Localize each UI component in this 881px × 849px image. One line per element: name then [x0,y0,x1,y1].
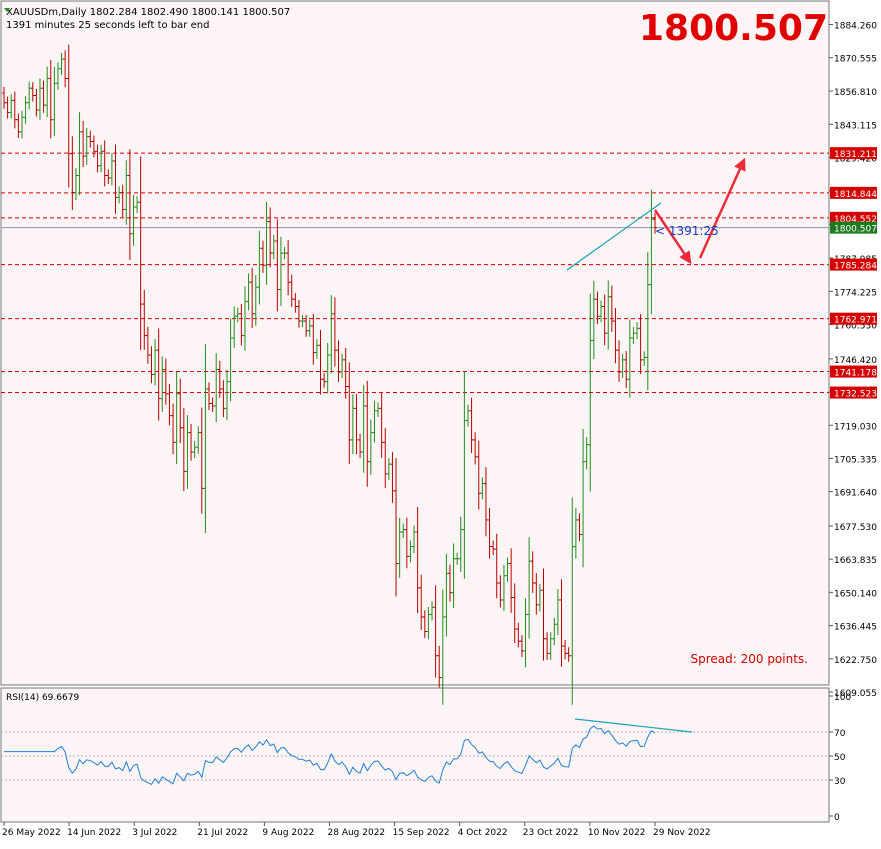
time-axis-label: 21 Jul 2022 [197,828,248,838]
price-axis-label: 1636.445 [834,623,877,633]
time-axis-label: 4 Oct 2022 [458,828,508,838]
time-axis-label: 23 Oct 2022 [523,828,579,838]
level-price-label-box [830,211,877,224]
level-price-label: 1814.844 [834,190,877,200]
rsi-axis-label: 0 [834,813,840,823]
level-price-label: 1732.523 [834,390,877,400]
price-axis-label: 1774.225 [834,288,877,298]
candle [653,213,657,234]
rsi-axis-label: 30 [834,777,846,787]
level-price-label: 1741.178 [834,369,877,379]
price-axis-label: 1663.835 [834,556,877,566]
down-arrow [653,209,692,265]
price-axis-label: 1746.420 [834,356,877,366]
current-price-label: 1800.507 [834,225,877,235]
rsi-indicator: 0 30 50 70 100 RSI(14) 69.6679 [1,693,851,823]
level-price-label-box [830,365,877,378]
rising-trendline [566,202,662,271]
price-axis-label: 1622.750 [834,656,877,666]
rsi-axis-label: 50 [834,753,846,763]
price-axis-label: 1760.530 [834,322,877,332]
price-axis-label: 1677.530 [834,523,877,533]
collapse-triangle-icon[interactable] [4,8,10,12]
level-price-label: 1831.211 [834,150,877,160]
level-price-label: 1804.552 [834,215,877,225]
rsi-title: RSI(14) 69.6679 [6,693,79,703]
chart-header-timer: 1391 minutes 25 seconds left to bar end [6,20,209,31]
time-axis-label: 29 Nov 2022 [653,828,711,838]
spread-label: Spread: 200 points. [690,652,808,666]
time-axis-label: 9 Aug 2022 [262,828,314,838]
price-axis: 1884.260 1870.555 1856.810 1843.115 1829.420… [829,22,877,699]
level-price-label-box [830,258,877,271]
current-price-label-box [830,221,877,234]
chart-header-symbol: XAUUSDm,Daily 1802.284 1802.490 1800.141… [6,7,290,18]
price-axis-label: 1719.030 [834,422,877,432]
horizontal-levels [1,152,829,394]
time-axis-label: 26 May 2022 [2,828,61,838]
time-axis-label: 10 Nov 2022 [588,828,646,838]
rsi-divergence-trendline [574,718,693,733]
rsi-axis-label: 100 [834,693,851,703]
bar-countdown: < 1391:25 [655,224,719,238]
level-price-label-box [830,312,877,325]
price-axis-label: 1884.260 [834,22,877,32]
up-arrow [698,157,746,259]
price-axis-label: 1870.555 [834,55,877,65]
price-axis-label: 1843.115 [834,121,877,131]
price-axis-label: 1705.335 [834,455,877,465]
time-axis-label: 3 Jul 2022 [132,828,177,838]
level-price-label-box [830,147,877,160]
time-axis-label: 14 Jun 2022 [67,828,121,838]
price-axis-label: 1609.055 [834,689,877,699]
annotations [566,157,746,271]
price-axis-label: 1650.140 [834,589,877,599]
current-price-big: 1800.507 [639,8,828,49]
time-axis: 26 May 2022 14 Jun 2022 3 Jul 2022 21 Jul 2… [2,822,711,838]
rsi-plot-area [0,687,830,823]
level-price-label-box [830,186,877,199]
time-axis-label: 28 Aug 2022 [328,828,386,838]
price-axis-label: 1856.810 [834,88,877,98]
level-price-label: 1762.971 [834,316,877,326]
rsi-axis-label: 70 [834,729,846,739]
rsi-line [4,725,656,786]
level-price-label: 1785.284 [834,262,877,272]
price-axis-label: 1829.420 [834,155,877,165]
price-axis-label: 1691.640 [834,489,877,499]
time-axis-label: 15 Sep 2022 [393,828,450,838]
price-plot-area [0,0,830,686]
candlesticks [2,44,657,705]
level-price-label-box [830,386,877,399]
